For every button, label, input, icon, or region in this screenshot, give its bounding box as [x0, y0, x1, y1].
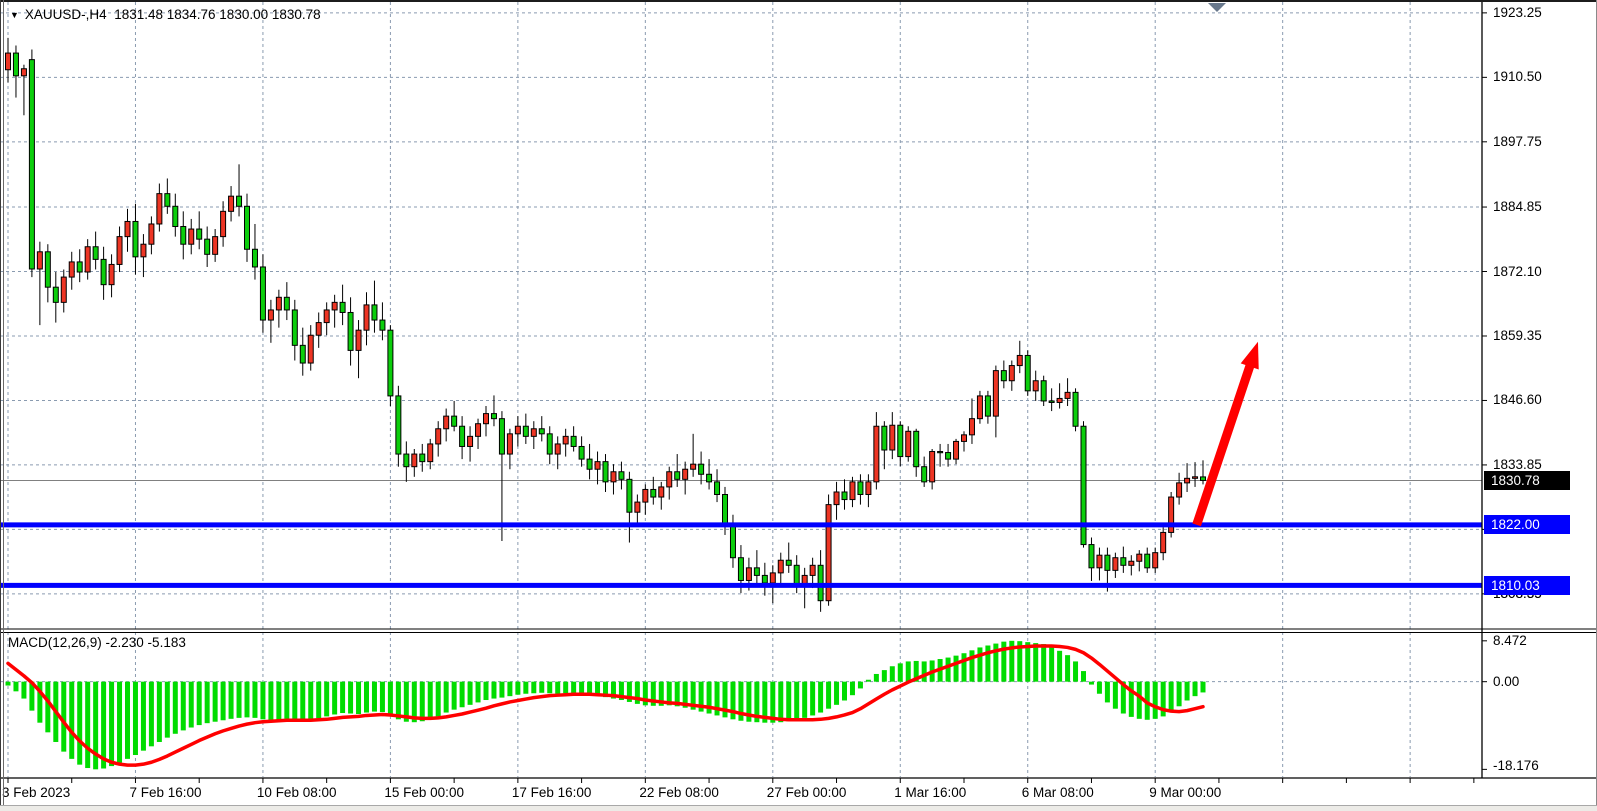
- time-axis-label: 3 Feb 2023: [2, 785, 71, 800]
- price-axis-label: 1923.25: [1493, 4, 1542, 20]
- candles-group: [5, 37, 1207, 612]
- time-axis-label: 17 Feb 16:00: [511, 785, 592, 800]
- price-axis-label: 1833.85: [1493, 456, 1542, 472]
- macd-signal-line: [6, 644, 1205, 767]
- window-border-left: [0, 0, 1, 811]
- macd-indicator-label: MACD(12,26,9) -2.230 -5.183: [8, 635, 186, 650]
- chart-title: ▼ XAUUSD-,H4 1831.48 1834.76 1830.00 1830…: [10, 7, 321, 22]
- support-lines[interactable]: [0, 522, 1482, 588]
- autoscroll-marker-icon[interactable]: [1208, 3, 1226, 12]
- window-border-left-inner: [3, 0, 4, 805]
- axes-frame: [0, 2, 1597, 783]
- price-axis-label: 1884.85: [1493, 199, 1542, 215]
- current-price-badge: 1830.78: [1484, 471, 1570, 490]
- time-axis-label: 10 Feb 08:00: [256, 785, 337, 800]
- time-axis-label: 9 Mar 00:00: [1149, 785, 1222, 800]
- window-border-top: [0, 0, 1597, 2]
- time-axis-label: 1 Mar 16:00: [894, 785, 967, 800]
- symbol-selector-icon[interactable]: ▼: [10, 10, 19, 20]
- ohlc-values: 1831.48 1834.76 1830.00 1830.78: [114, 7, 321, 22]
- price-axis-label: 1897.75: [1493, 133, 1542, 149]
- price-axis-label: 1910.50: [1493, 69, 1542, 85]
- macd-axis-label: 0.00: [1493, 673, 1520, 689]
- gridlines: [0, 2, 1482, 777]
- support-line-badge-1810: 1810.03: [1484, 576, 1570, 595]
- price-axis-label: 1859.35: [1493, 327, 1542, 343]
- time-axis-label: 22 Feb 08:00: [639, 785, 719, 800]
- trend-arrow[interactable]: [1192, 341, 1259, 527]
- time-axis-label: 27 Feb 00:00: [766, 785, 847, 800]
- window-bottom-strip: [0, 805, 1597, 811]
- time-axis-label: 7 Feb 16:00: [129, 785, 202, 800]
- macd-histogram: [5, 640, 1206, 770]
- time-axis-label: 15 Feb 00:00: [384, 785, 464, 800]
- time-axis-label: 6 Mar 08:00: [1021, 785, 1094, 800]
- macd-axis-label: -18.176: [1493, 758, 1539, 773]
- symbol-label: XAUUSD-,H4: [24, 7, 107, 22]
- macd-axis-label: 8.472: [1493, 632, 1527, 648]
- price-axis-label: 1846.60: [1493, 392, 1542, 408]
- support-line-badge-1822: 1822.00: [1484, 515, 1570, 534]
- price-axis-label: 1872.10: [1493, 263, 1542, 279]
